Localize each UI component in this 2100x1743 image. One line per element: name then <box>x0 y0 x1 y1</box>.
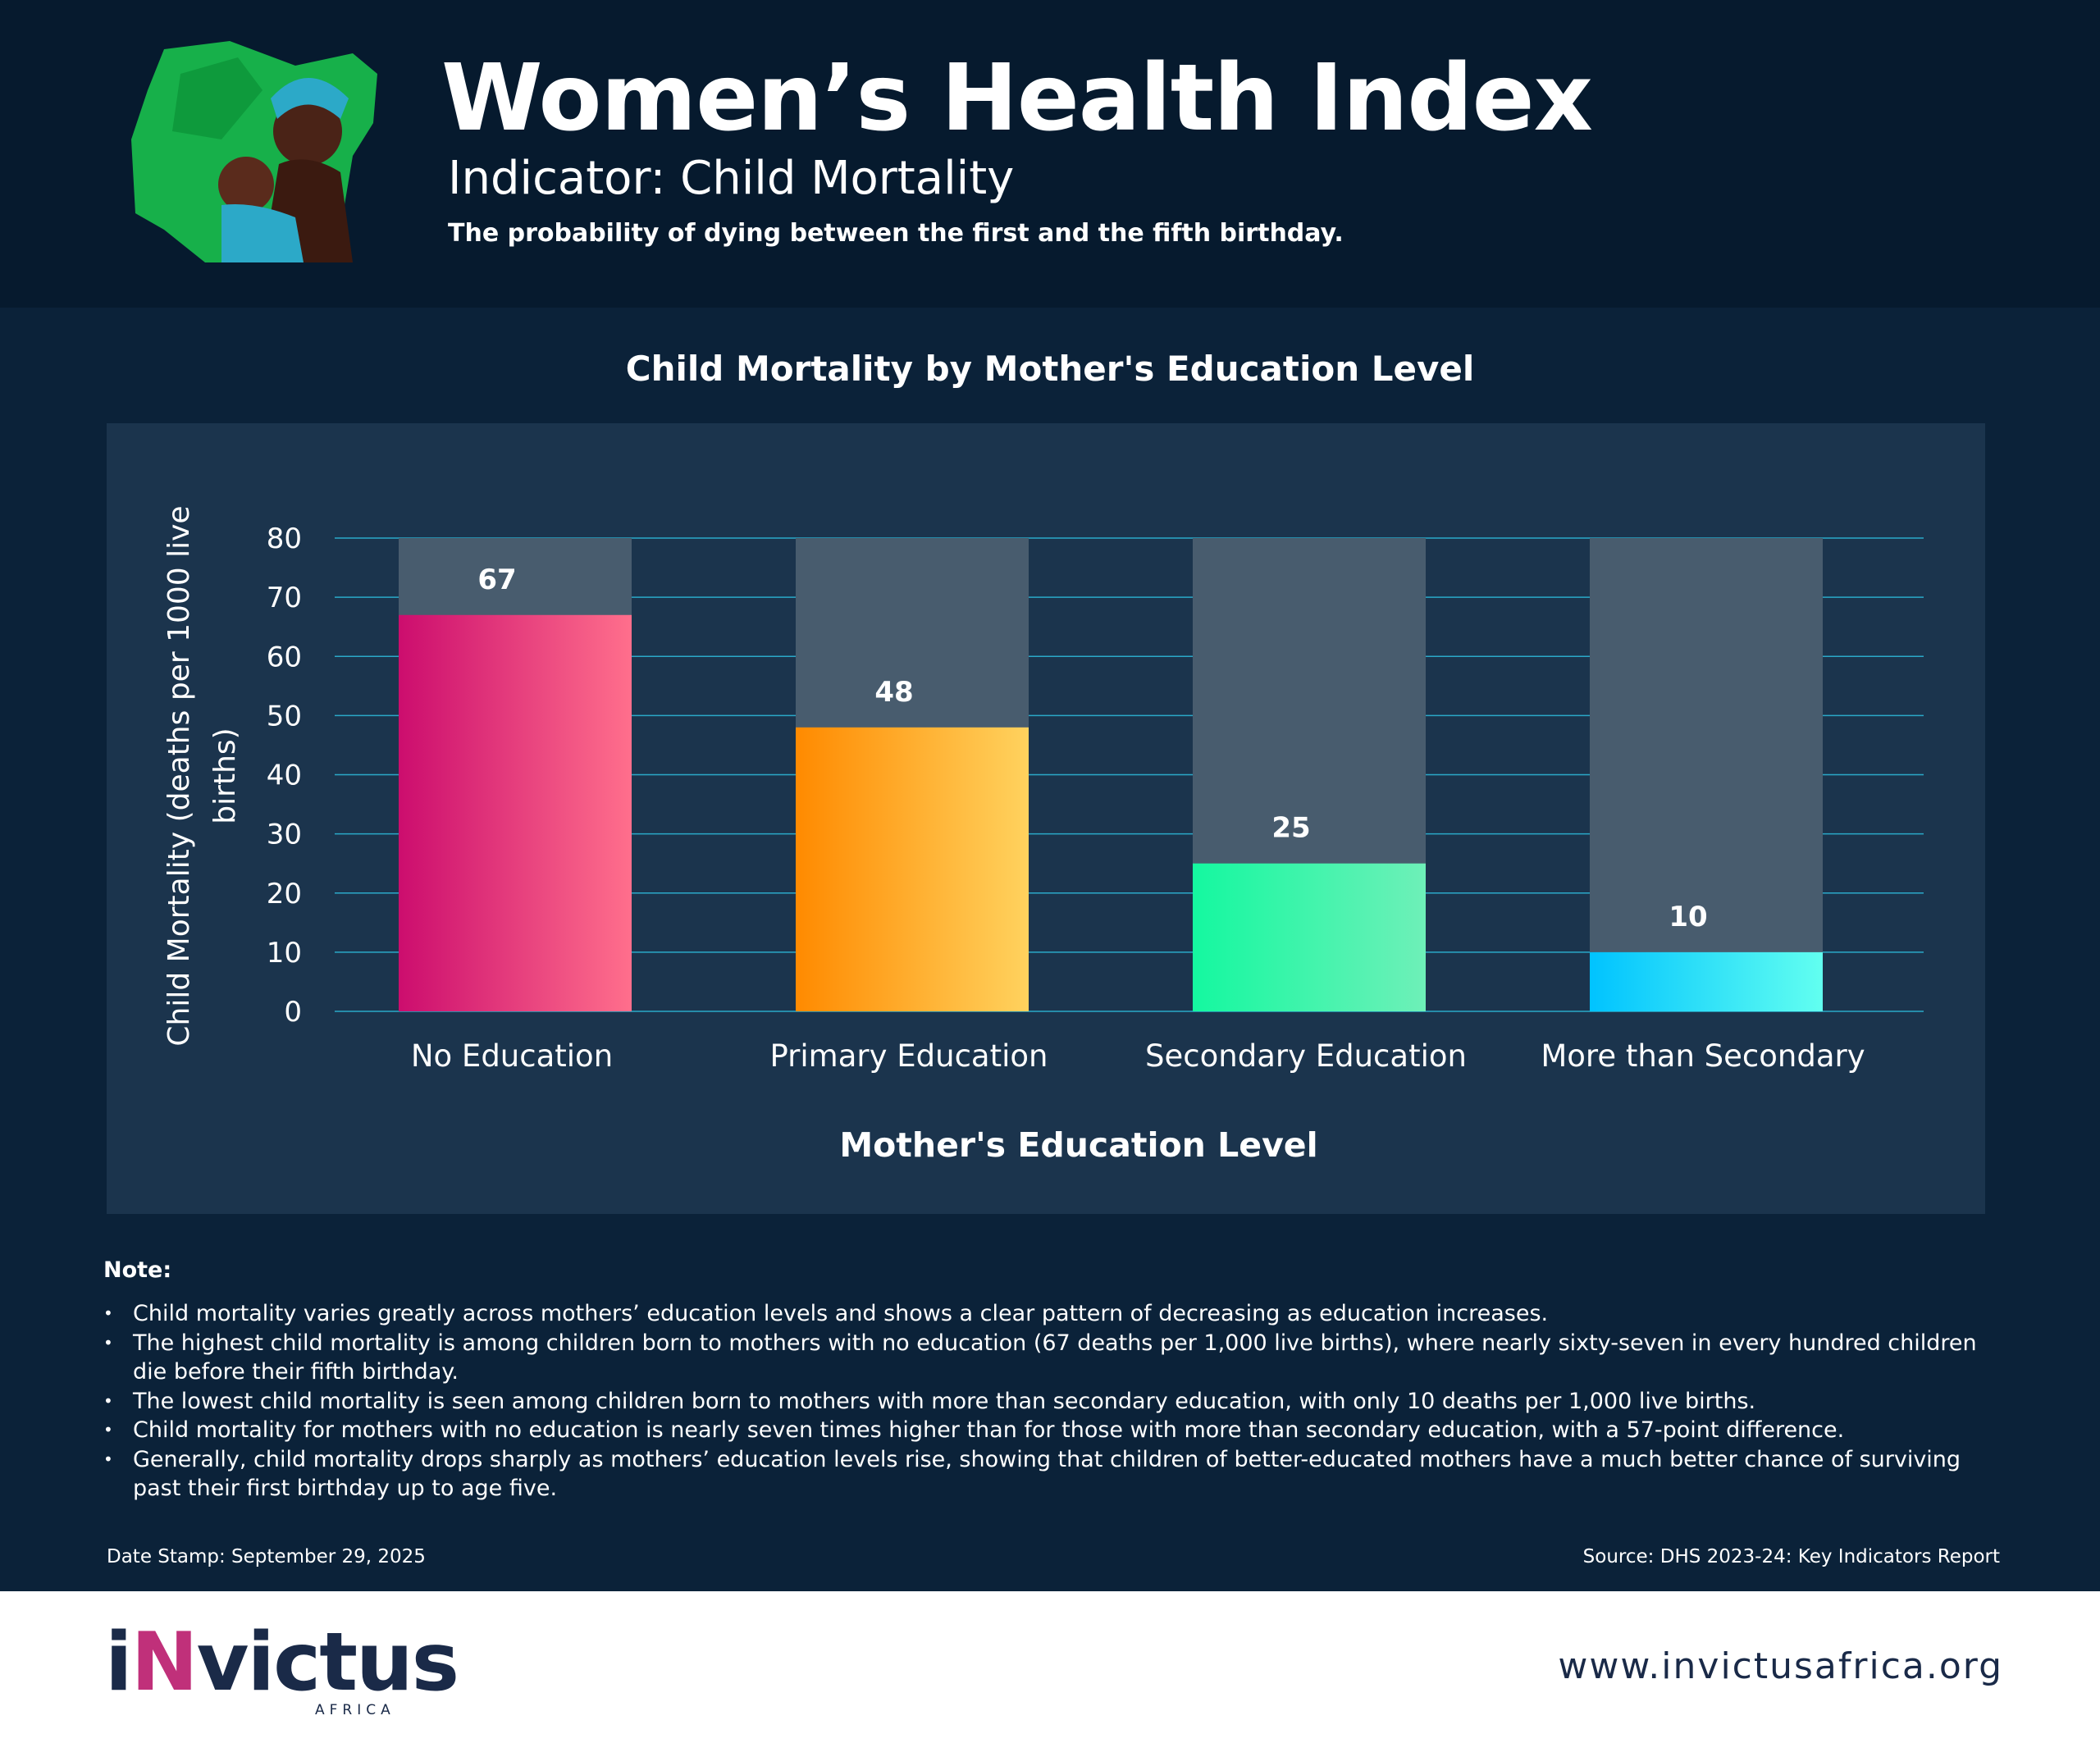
y-axis-title: Child Mortality (deaths per 1000 live bir… <box>162 505 242 1046</box>
y-tick-label: 50 <box>267 700 302 732</box>
bar-primary[interactable] <box>796 727 1029 1011</box>
bar-background-track <box>1590 538 1823 1011</box>
chart-panel: 67 48 25 10 0 10 20 30 40 50 60 70 80 No Education Pr… <box>107 423 1985 1214</box>
y-tick-label: 30 <box>267 819 302 851</box>
x-axis-title: Mother's Education Level <box>839 1125 1317 1165</box>
y-tick-label: 60 <box>267 641 302 673</box>
y-tick-label: 0 <box>284 996 302 1029</box>
y-tick-label: 70 <box>267 582 302 614</box>
brand-letter-i: i <box>105 1616 133 1709</box>
date-stamp: Date Stamp: September 29, 2025 <box>107 1546 426 1567</box>
note-heading: Note: <box>103 1257 172 1283</box>
note-item: Generally, child mortality drops sharply… <box>103 1445 2015 1503</box>
bar-value-label: 25 <box>1271 812 1310 845</box>
note-item: The lowest child mortality is seen among… <box>103 1387 2015 1417</box>
x-category-label: More than Secondary <box>1541 1038 1865 1074</box>
footer: iNvictus AFRICA www.invictusafrica.org <box>0 1591 2100 1743</box>
bar-chart: 67 48 25 10 0 10 20 30 40 50 60 70 80 No Education Pr… <box>162 505 1924 1165</box>
y-axis-title-line: births) <box>208 728 242 824</box>
note-item: The highest child mortality is among chi… <box>103 1329 2015 1387</box>
x-category-label: Primary Education <box>770 1038 1048 1074</box>
source-citation: Source: DHS 2023-24: Key Indicators Repo… <box>1582 1546 2000 1567</box>
note-item: Child mortality for mothers with no educ… <box>103 1416 2015 1445</box>
page-title: Women’s Health Index <box>441 45 1593 152</box>
mother-child-map-illustration <box>131 41 377 262</box>
indicator-subtitle: Indicator: Child Mortality <box>448 152 1015 205</box>
chart-title: Child Mortality by Mother's Education Le… <box>625 349 1475 389</box>
bar-more-than-secondary[interactable] <box>1590 951 1823 1011</box>
indicator-definition: The probability of dying between the fir… <box>448 219 1344 248</box>
brand-rest: victus <box>196 1616 460 1709</box>
y-tick-label: 80 <box>267 522 302 555</box>
brand-letter-n: N <box>130 1616 199 1709</box>
x-category-label: Secondary Education <box>1145 1038 1467 1074</box>
brand-logo[interactable]: iNvictus <box>105 1616 460 1709</box>
y-tick-label: 20 <box>267 878 302 910</box>
bar-value-label: 48 <box>874 676 913 709</box>
bar-secondary[interactable] <box>1193 863 1426 1011</box>
y-axis-title-line: Child Mortality (deaths per 1000 live <box>162 505 196 1046</box>
x-category-label: No Education <box>411 1038 613 1074</box>
bar-value-label: 67 <box>477 564 516 596</box>
brand-subtitle: AFRICA <box>315 1702 395 1718</box>
header-banner: Women’s Health Index Indicator: Child Mo… <box>0 0 2100 308</box>
website-link[interactable]: www.invictusafrica.org <box>1558 1645 2003 1687</box>
y-tick-label: 40 <box>267 760 302 792</box>
bar-value-label: 10 <box>1669 901 1707 933</box>
y-tick-label: 10 <box>267 937 302 970</box>
bar-no-education[interactable] <box>399 614 632 1011</box>
note-item: Child mortality varies greatly across mo… <box>103 1299 2015 1329</box>
notes-list: Child mortality varies greatly across mo… <box>103 1299 2015 1503</box>
